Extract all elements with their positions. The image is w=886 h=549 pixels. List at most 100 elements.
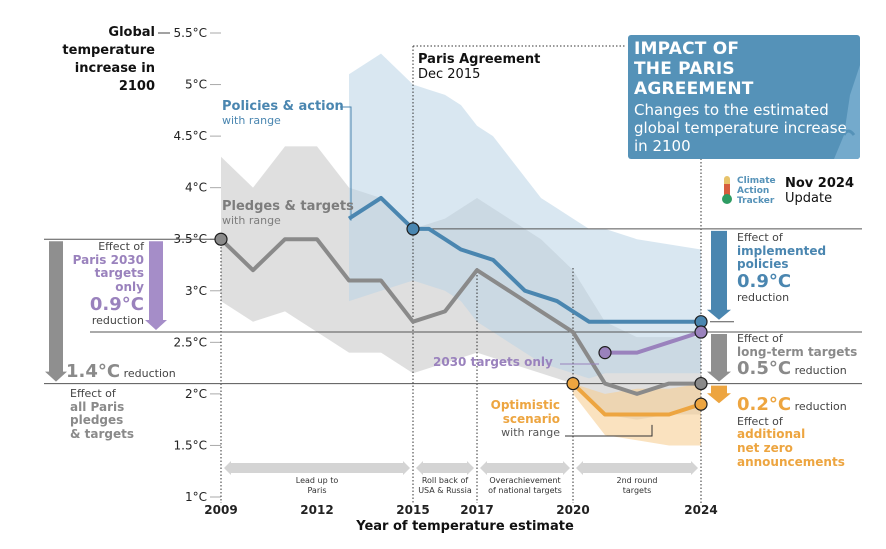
right-policies-effect: Effect of implemented policies 0.9°C red… xyxy=(737,231,827,305)
policies-line xyxy=(347,195,701,324)
y-tick-label: 2°C xyxy=(185,387,207,401)
paris-agreement-label: Paris Agreement Dec 2015 xyxy=(418,52,540,82)
x-tick-label: 2024 xyxy=(684,503,717,517)
x-tick-label: 2009 xyxy=(204,503,237,517)
right-policies-value: 0.9°C xyxy=(737,271,792,293)
y-axis-title-line: temperature xyxy=(62,43,155,58)
chart-subtitle: Changes to the estimated global temperat… xyxy=(634,101,847,155)
phase-label: USA & Russia xyxy=(418,486,472,495)
data-point-marker xyxy=(598,346,612,360)
phase-label: Lead up to xyxy=(296,476,339,485)
phase-arrow xyxy=(224,461,410,475)
phase-label: targets xyxy=(623,486,652,495)
right-policies-arrow xyxy=(707,230,731,320)
pledges-label: Pledges & targets with range xyxy=(222,199,354,228)
right-longterm-post: reduction xyxy=(794,364,847,378)
update-word: Update xyxy=(785,191,833,206)
right-policies-bold: policies xyxy=(737,257,789,272)
phase-arrow xyxy=(416,461,474,475)
left-paris2030-effect: Effect of Paris 2030 targets only 0.9°C … xyxy=(66,240,144,328)
optimistic-label: Optimistic scenario with range xyxy=(470,398,560,439)
y-tick-label: 3°C xyxy=(185,284,207,298)
left-paris2030-bold: targets xyxy=(94,266,144,281)
y-tick-label: 1.5°C xyxy=(174,438,207,452)
logo-text: Action xyxy=(737,186,770,196)
right-longterm-bold: long-term targets xyxy=(737,344,858,359)
phase-label: 2nd round xyxy=(616,476,657,485)
y-tick-label: 5°C xyxy=(185,78,207,92)
data-point-marker xyxy=(406,222,420,236)
left-all-arrow xyxy=(45,241,67,382)
thermometer-icon xyxy=(722,176,732,204)
left-paris2030-post: reduction xyxy=(91,314,144,328)
update-label: Nov 2024 Update xyxy=(785,176,854,206)
pledges-label-sub: with range xyxy=(222,213,281,227)
logo-text: Climate xyxy=(737,176,776,186)
optimistic-label-line: Optimistic xyxy=(490,398,560,412)
data-point-marker xyxy=(214,232,228,246)
x-tick-label: 2015 xyxy=(396,503,429,517)
logo-text: Tracker xyxy=(737,196,775,206)
optimistic-label-sub: with range xyxy=(501,425,560,439)
left-all-bold: all Paris xyxy=(70,399,125,414)
targets-2030-line xyxy=(605,330,702,355)
y-tick-label: 4°C xyxy=(185,181,207,195)
policies-label-sub: with range xyxy=(222,113,281,127)
targets-2030-label: 2030 targets only xyxy=(433,355,553,369)
x-tick-label: 2020 xyxy=(556,503,589,517)
right-netzero-value: 0.2°C xyxy=(737,394,792,415)
y-tick-label: 4.5°C xyxy=(174,129,207,143)
x-tick-label: 2012 xyxy=(300,503,333,517)
right-longterm-value: 0.5°C xyxy=(737,358,792,380)
left-all-effect: Effect of all Paris pledges & targets xyxy=(70,387,135,442)
policies-label-title: Policies & action xyxy=(222,99,344,114)
right-policies-post: reduction xyxy=(737,291,790,305)
policies-label: Policies & action with range xyxy=(222,99,344,128)
chart-title-box: IMPACT OF THE PARIS AGREEMENT Changes to… xyxy=(628,35,860,159)
left-all-suffix: reduction xyxy=(123,367,176,380)
right-netzero-bold: additional xyxy=(737,427,806,442)
phase-label: Roll back of xyxy=(422,476,469,485)
right-netzero-bold: net zero xyxy=(737,441,793,456)
y-axis-title-line: increase in xyxy=(74,61,155,76)
phase-label: of national targets xyxy=(488,486,562,495)
left-paris2030-pre: Effect of xyxy=(98,240,144,253)
optimistic-line xyxy=(571,382,702,417)
chart-title: IMPACT OF THE PARIS AGREEMENT xyxy=(634,39,754,99)
left-paris2030-bold: only xyxy=(115,280,144,295)
y-tick-label: 1°C xyxy=(185,490,207,504)
left-all-value: 1.4°C xyxy=(66,361,121,382)
right-netzero-effect: 0.2°C reduction Effect of additional net… xyxy=(737,394,847,470)
left-paris2030-arrow xyxy=(145,241,167,331)
left-all-bold: pledges xyxy=(70,413,124,428)
paris-agreement-title: Paris Agreement xyxy=(418,52,541,67)
left-paris2030-value: 0.9°C xyxy=(89,294,144,316)
y-tick-label: 5.5°C xyxy=(174,26,207,40)
x-axis-title: Year of temperature estimate xyxy=(356,519,574,534)
phase-arrow xyxy=(480,461,570,475)
y-tick-label: 2.5°C xyxy=(174,335,207,349)
right-longterm-pre: Effect of xyxy=(737,332,783,345)
y-axis-title-line: Global xyxy=(108,25,155,40)
optimistic-leader xyxy=(565,424,653,437)
y-axis-title-line: 2100 xyxy=(118,79,155,94)
left-all-bold: & targets xyxy=(70,427,135,442)
right-longterm-effect: Effect of long-term targets 0.5°C reduct… xyxy=(737,332,858,380)
paris-agreement-date: Dec 2015 xyxy=(418,67,481,82)
optimistic-label-line: scenario xyxy=(502,411,560,426)
pledges-line xyxy=(219,237,701,396)
data-point-marker xyxy=(694,376,708,391)
right-policies-bold: implemented xyxy=(737,243,827,258)
y-axis-title: Global temperature increase in 2100 xyxy=(40,24,155,96)
update-date: Nov 2024 xyxy=(785,176,854,191)
right-netzero-bold: announcements xyxy=(737,454,845,469)
phase-label: Paris xyxy=(307,486,326,495)
data-point-marker xyxy=(566,376,580,391)
right-policies-pre: Effect of xyxy=(737,231,783,244)
left-paris2030-bold: Paris 2030 xyxy=(72,252,144,267)
right-netzero-arrow xyxy=(707,385,731,404)
right-netzero-pre: Effect of xyxy=(737,414,783,428)
phase-label: Overachievement xyxy=(489,476,560,485)
phase-arrow xyxy=(576,461,698,475)
